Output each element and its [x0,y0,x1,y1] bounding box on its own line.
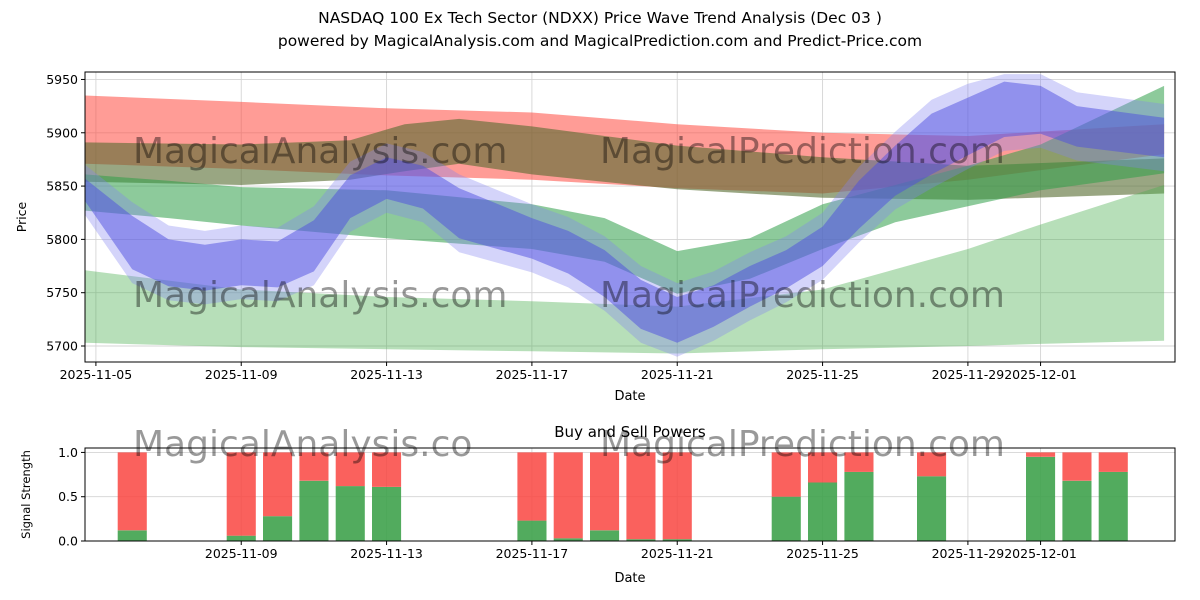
figure-title: NASDAQ 100 Ex Tech Sector (NDXX) Price W… [0,7,1200,54]
band-mid-green-trend [85,85,1165,294]
y-axis-label: Signal Strength [19,450,33,539]
x-tick-label: 2025-11-25 [786,546,859,561]
y-tick-label: 5800 [46,232,78,247]
plot-frame [84,447,1176,542]
title-line-1: NASDAQ 100 Ex Tech Sector (NDXX) Price W… [318,9,882,27]
chart-title: Buy and Sell Powers [554,423,706,441]
buy-power-bar [372,487,402,541]
watermark-text: MagicalAnalysis.com [133,275,507,316]
y-tick-label: 5700 [46,339,78,354]
watermark-text: MagicalAnalysis.com [133,131,507,172]
buy-power-bar [662,539,692,541]
title-line-2: powered by MagicalAnalysis.com and Magic… [277,32,923,51]
band-price-wave-outer-blue [85,74,1165,357]
buy-power-bar [1062,480,1092,541]
watermark-text: MagicalPrediction.com [600,424,1005,465]
y-tick-label: 5750 [46,285,78,300]
buy-power-bar [335,486,365,541]
sell-power-bar [553,452,583,539]
sell-power-bar [662,452,692,540]
band-support-green-low [85,185,1165,354]
buy-power-bar [1098,471,1128,541]
sell-power-bar [917,452,947,477]
x-axis-label: Date [614,571,645,586]
sell-power-bar [517,452,547,521]
buy-power-bar [263,516,293,541]
y-tick-label: 5850 [46,179,78,194]
buy-power-bar [844,471,874,541]
sell-power-bar [226,452,256,536]
sell-power-bar [263,452,293,517]
x-tick-label: 2025-11-17 [496,367,569,382]
x-tick-label: 2025-11-29 [932,546,1005,561]
x-tick-label: 2025-12-01 [1004,546,1077,561]
x-axis-label: Date [614,389,645,404]
x-tick-label: 2025-11-21 [641,367,714,382]
sell-power-bar [1026,452,1056,457]
buy-sell-powers-chart: 2025-11-09 2025-11-13 2025-11-17 2025-11-21… [19,423,1176,586]
buy-power-bar [917,476,947,541]
sell-power-bar [590,452,620,531]
buy-power-bar [626,539,656,541]
x-tick-label: 2025-11-29 [932,367,1005,382]
x-tick-label: 2025-11-09 [205,546,278,561]
watermark-text: MagicalPrediction.com [600,275,1005,316]
y-tick-label: 0.5 [58,489,78,504]
buy-power-bar [226,535,256,541]
y-tick-label: 0.0 [58,534,78,549]
watermark-text: MagicalAnalysis.co [133,424,472,465]
sell-power-bar [335,452,365,487]
sell-power-bar [844,452,874,472]
x-tick-label: 2025-11-05 [60,367,133,382]
sell-power-bar [771,452,801,497]
sell-power-bar [117,452,147,531]
x-tick-label: 2025-11-13 [350,367,423,382]
buy-power-bar [517,520,547,541]
y-tick-label: 5900 [46,125,78,140]
x-tick-label: 2025-12-01 [1004,367,1077,382]
buy-power-bar [808,482,838,541]
sell-power-bar [299,452,329,481]
sell-power-bar [1062,452,1092,481]
plot-frame [84,71,1176,363]
x-tick-label: 2025-11-17 [496,546,569,561]
price-wave-chart: 2025-11-05 2025-11-09 2025-11-13 2025-11-17… [14,71,1176,404]
buy-power-bar [553,538,583,541]
x-tick-label: 2025-11-13 [350,546,423,561]
buy-power-bar [299,480,329,541]
buy-power-bar [1026,456,1056,541]
y-tick-label: 5950 [46,72,78,87]
buy-power-bar [117,530,147,541]
y-axis-label: Price [14,201,29,232]
x-tick-label: 2025-11-25 [786,367,859,382]
watermark-text: MagicalPrediction.com [600,131,1005,172]
sell-power-bar [372,452,402,487]
band-price-wave-inner-blue [85,81,1165,343]
y-tick-label: 1.0 [58,445,78,460]
sell-power-bar [1098,452,1128,472]
buy-power-bar [771,496,801,541]
buy-power-bar [590,530,620,541]
sell-power-bar [626,452,656,540]
x-tick-label: 2025-11-21 [641,546,714,561]
sell-power-bar [808,452,838,483]
x-tick-label: 2025-11-09 [205,367,278,382]
